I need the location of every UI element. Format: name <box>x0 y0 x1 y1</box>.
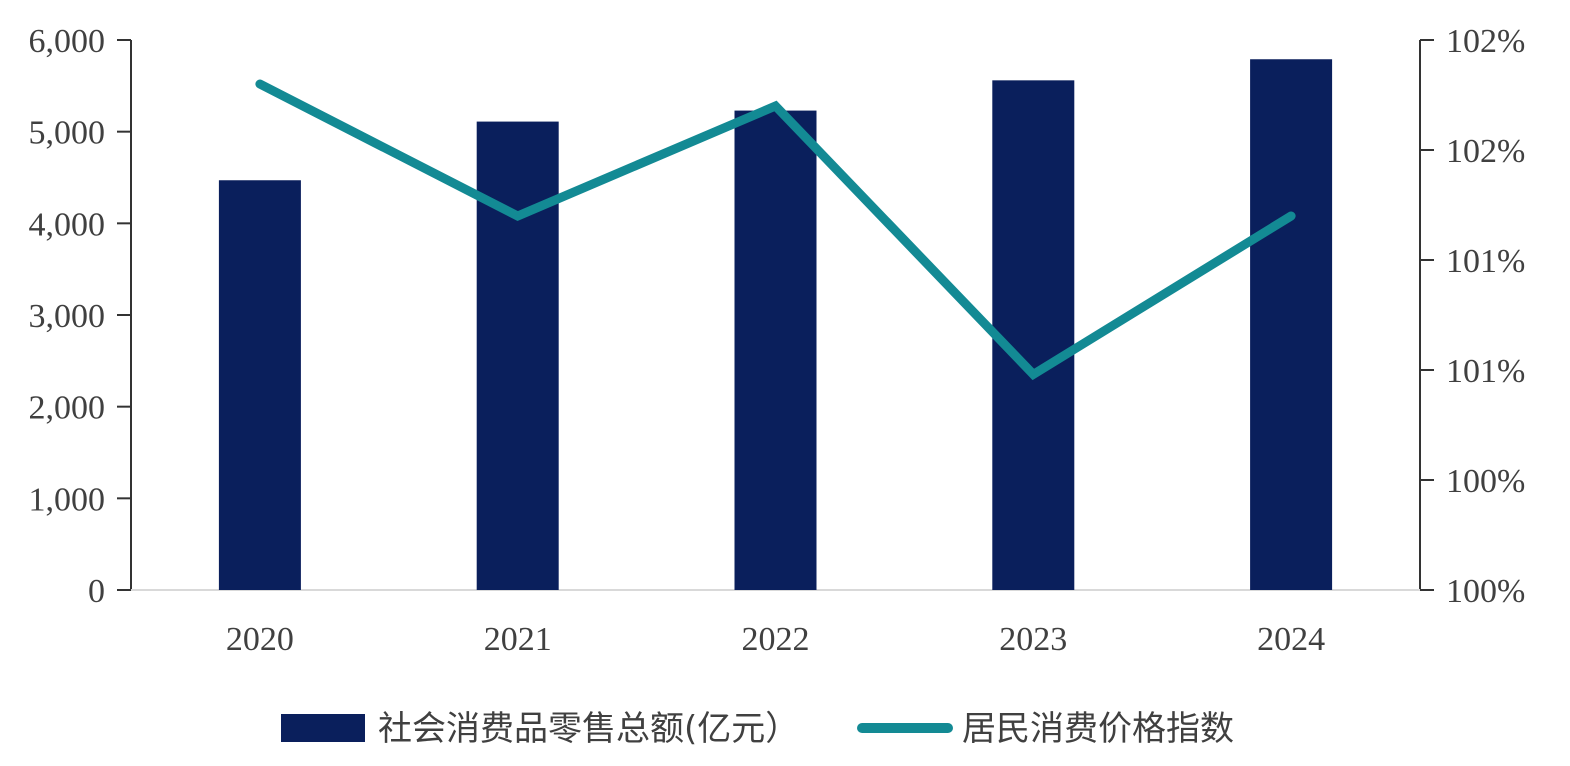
cpi-point-2021 <box>515 214 520 218</box>
left-axis-tick-label: 6,000 <box>29 23 106 60</box>
left-axis-tick-label: 4,000 <box>29 206 106 243</box>
bar-2022 <box>734 110 817 590</box>
bars-layer <box>218 59 1333 590</box>
left-axis-tick-label: 3,000 <box>29 298 106 335</box>
left-axis-tick-label: 0 <box>88 573 105 610</box>
cpi-point-2024 <box>1289 214 1294 218</box>
x-axis-tick-label: 2021 <box>484 621 552 658</box>
right-axis-tick-label: 102% <box>1446 133 1525 170</box>
legend: 社会消费品零售总额(亿元） 居民消费价格指数 <box>281 709 1234 749</box>
x-axis-tick-label: 2024 <box>1257 621 1325 658</box>
x-axis-tick-label: 2022 <box>742 621 810 658</box>
bar-2023 <box>992 80 1075 590</box>
left-axis-tick-label: 2,000 <box>29 390 106 427</box>
left-axis-tick-label: 1,000 <box>29 481 106 518</box>
x-axis-tick-label: 2023 <box>999 621 1067 658</box>
right-axis-tick-label: 100% <box>1446 463 1525 500</box>
legend-swatch-retail-sales <box>281 714 365 742</box>
right-axis-tick-label: 101% <box>1446 353 1525 390</box>
cpi-point-2022 <box>773 104 778 108</box>
legend-label-cpi: 居民消费价格指数 <box>962 709 1234 749</box>
cpi-point-2020 <box>257 82 262 86</box>
cpi-point-2023 <box>1031 372 1036 377</box>
x-axis-tick-label: 2020 <box>226 621 294 658</box>
right-axis-tick-label: 101% <box>1446 243 1525 280</box>
right-axis-tick-label: 100% <box>1446 573 1525 610</box>
right-axis-tick-label: 102% <box>1446 23 1525 60</box>
bar-2024 <box>1250 59 1333 590</box>
left-axis-tick-label: 5,000 <box>29 115 106 152</box>
legend-label-retail-sales: 社会消费品零售总额(亿元） <box>378 709 799 749</box>
bar-2021 <box>476 121 559 590</box>
line-layer <box>255 79 1296 381</box>
axes-layer: 0 1,000 2,000 3,000 4,000 5,000 6,000 100% 100% 1… <box>29 23 1526 658</box>
bar-2020 <box>218 180 301 590</box>
